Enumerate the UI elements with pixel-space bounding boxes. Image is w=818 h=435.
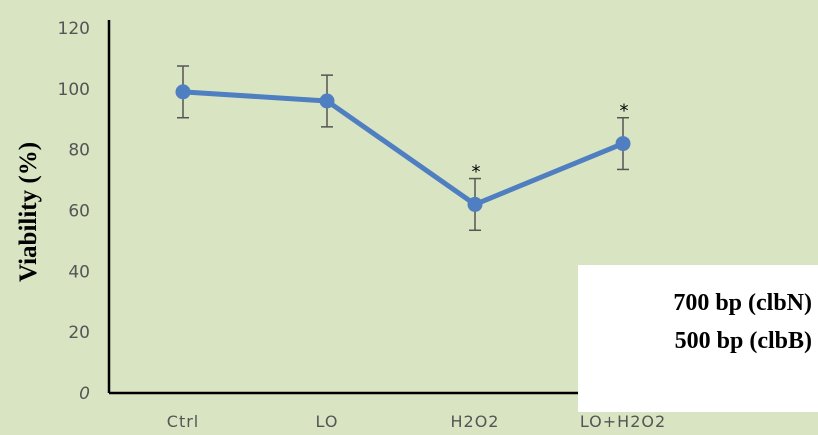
series-line [183,92,623,205]
y-tick-label: 40 [68,262,90,282]
annotation-line-2: 500 bp (clbB) [578,322,812,360]
x-axis-ticks: Ctrl LO H2O2 LO+H2O2 [167,412,666,431]
data-point [320,94,335,109]
significance-star: * [472,162,481,183]
y-tick-label: 20 [68,323,90,343]
data-point [616,136,631,151]
significance-star: * [620,101,629,122]
error-bars [177,66,629,230]
significance-markers: ** [472,101,629,183]
y-tick-label: 80 [68,141,90,161]
y-axis-title: Viability (%) [15,142,42,282]
x-tick-label: LO+H2O2 [580,412,666,431]
y-tick-label: 100 [58,80,90,100]
data-point [468,197,483,212]
data-point [176,84,191,99]
series-line-group [176,84,631,212]
x-tick-label: H2O2 [451,412,500,431]
y-tick-label: 60 [68,202,90,222]
x-tick-label: LO [316,412,339,431]
x-tick-label: Ctrl [167,412,199,431]
annotation-line-1: 700 bp (clbN) [578,284,812,322]
y-tick-label: 0 [79,384,90,404]
annotation-box: 700 bp (clbN) 500 bp (clbB) [578,265,818,412]
y-axis-ticks: 0 20 40 60 80 100 120 [58,19,90,404]
y-tick-label: 120 [58,19,90,39]
